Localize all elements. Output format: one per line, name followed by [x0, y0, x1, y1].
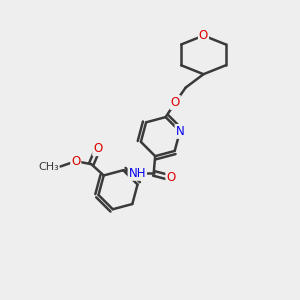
Text: CH₃: CH₃: [38, 161, 59, 172]
Text: N: N: [176, 125, 184, 138]
Text: O: O: [171, 96, 180, 109]
Text: O: O: [199, 29, 208, 42]
Text: O: O: [71, 155, 80, 168]
Text: NH: NH: [129, 167, 146, 180]
Text: O: O: [166, 171, 176, 184]
Text: O: O: [93, 142, 102, 155]
